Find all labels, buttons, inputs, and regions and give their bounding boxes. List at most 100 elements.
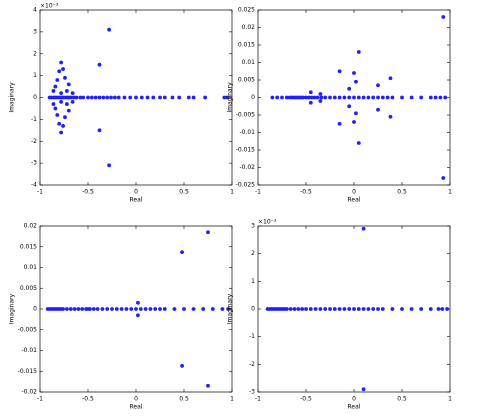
y-tick-label: -0.005 xyxy=(236,112,256,119)
point xyxy=(308,90,313,95)
point xyxy=(337,69,342,74)
y-tick-label: 0.01 xyxy=(24,264,38,271)
point xyxy=(332,307,337,311)
x-tick-label: -0.5 xyxy=(82,189,94,196)
x-axis-label: Real xyxy=(130,197,143,204)
point xyxy=(361,226,366,231)
point xyxy=(433,95,438,100)
point xyxy=(177,95,182,100)
point xyxy=(70,91,75,96)
y-tick-label: -0.01 xyxy=(239,129,255,136)
y-tick-label: -3 xyxy=(249,389,255,396)
point xyxy=(105,95,110,100)
point xyxy=(97,128,102,133)
y-exponent: ×10⁻³ xyxy=(40,3,59,10)
point xyxy=(162,95,167,100)
point xyxy=(292,307,297,311)
point xyxy=(61,124,65,128)
x-axis-label: Real xyxy=(348,404,361,411)
y-tick-label: 0.02 xyxy=(242,24,256,31)
point xyxy=(138,307,143,311)
point xyxy=(400,95,404,100)
y-tick-label: 0 xyxy=(251,306,255,313)
x-tick-label: -1 xyxy=(37,396,43,403)
point xyxy=(153,307,158,311)
point xyxy=(74,95,79,100)
point xyxy=(191,95,196,100)
point xyxy=(347,307,352,311)
point xyxy=(371,95,376,100)
point xyxy=(428,307,433,311)
point xyxy=(210,307,215,311)
y-tick-label: 3 xyxy=(251,223,255,230)
point xyxy=(136,313,140,318)
y-tick-label: -0.02 xyxy=(239,164,255,171)
point xyxy=(354,111,358,116)
point xyxy=(170,95,175,100)
point xyxy=(116,95,121,100)
point xyxy=(134,307,138,311)
y-tick-label: 2 xyxy=(33,50,37,57)
point xyxy=(100,307,105,311)
y-tick-label: -3 xyxy=(31,160,37,167)
point xyxy=(356,50,361,54)
point xyxy=(182,307,186,311)
x-tick-label: -1 xyxy=(37,189,43,196)
point xyxy=(356,141,361,145)
y-axis-label: Imaginary xyxy=(9,293,16,324)
point xyxy=(409,95,414,100)
point xyxy=(318,92,323,96)
point xyxy=(318,307,323,311)
point xyxy=(441,176,446,180)
point xyxy=(134,95,138,100)
point xyxy=(172,307,177,311)
point xyxy=(97,95,102,100)
point xyxy=(105,307,110,311)
point xyxy=(337,121,342,126)
point xyxy=(270,95,275,100)
point xyxy=(51,102,56,106)
point xyxy=(366,95,371,100)
point xyxy=(68,95,73,100)
point xyxy=(275,95,280,100)
point xyxy=(225,95,230,100)
point xyxy=(337,95,342,100)
point xyxy=(95,307,100,311)
point xyxy=(376,107,380,112)
x-tick-label: -0.5 xyxy=(300,396,312,403)
point xyxy=(119,307,124,311)
point xyxy=(390,307,395,311)
point xyxy=(371,307,376,311)
y-axis-label: Imaginary xyxy=(9,82,16,113)
point xyxy=(304,95,308,100)
point xyxy=(59,91,64,96)
x-tick-label: 1 xyxy=(230,396,234,403)
point xyxy=(53,84,58,89)
point xyxy=(91,307,96,311)
y-tick-label: 0.005 xyxy=(20,285,37,292)
point xyxy=(145,95,150,100)
point xyxy=(55,78,60,82)
point xyxy=(440,307,445,311)
y-axis-label: Imaginary xyxy=(227,82,234,113)
point xyxy=(318,99,323,103)
point xyxy=(206,383,210,388)
point xyxy=(328,307,332,311)
point xyxy=(107,163,112,168)
y-tick-label: -2 xyxy=(249,361,255,368)
point xyxy=(57,121,62,126)
point xyxy=(107,27,112,32)
point xyxy=(151,95,156,100)
point xyxy=(376,83,380,88)
point xyxy=(222,95,227,100)
point xyxy=(64,89,69,93)
point xyxy=(158,95,162,100)
point xyxy=(110,307,114,311)
point xyxy=(319,95,324,100)
y-tick-label: 0.005 xyxy=(238,77,255,84)
point xyxy=(388,114,393,119)
point xyxy=(356,95,361,100)
point xyxy=(72,307,77,311)
point xyxy=(304,307,308,311)
point xyxy=(206,230,210,235)
